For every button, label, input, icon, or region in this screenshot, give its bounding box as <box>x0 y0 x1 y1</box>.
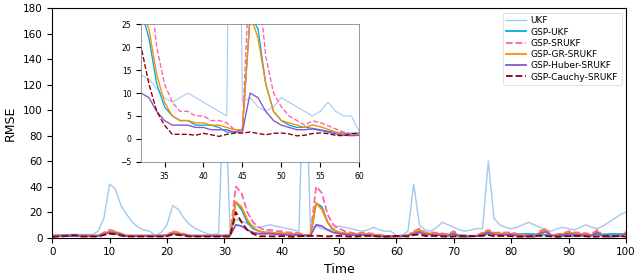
GSP-GR-SRUKF <box>192 234 200 237</box>
GSP-SRUKF <box>398 234 406 237</box>
GSP-UKF <box>398 234 406 237</box>
GSP-Huber-SRUKF <box>192 234 200 238</box>
UKF <box>152 234 159 237</box>
GSP-Huber-SRUKF <box>404 234 412 237</box>
Line: GSP-Huber-SRUKF: GSP-Huber-SRUKF <box>52 225 626 237</box>
GSP-UKF <box>622 233 630 236</box>
GSP-GR-SRUKF <box>622 231 630 234</box>
Line: GSP-SRUKF: GSP-SRUKF <box>52 186 626 236</box>
UKF <box>324 228 332 232</box>
GSP-UKF <box>49 235 56 238</box>
GSP-GR-SRUKF <box>605 235 612 238</box>
GSP-SRUKF <box>192 234 200 237</box>
GSP-SRUKF <box>49 234 56 237</box>
GSP-SRUKF <box>88 234 96 237</box>
GSP-UKF <box>192 234 200 237</box>
GSP-SRUKF <box>622 230 630 233</box>
GSP-Huber-SRUKF <box>461 235 469 238</box>
GSP-Huber-SRUKF <box>490 233 498 236</box>
Y-axis label: RMSE: RMSE <box>4 105 17 141</box>
GSP-GR-SRUKF <box>484 230 492 233</box>
GSP-Cauchy-SRUKF <box>192 235 200 238</box>
UKF <box>622 210 630 214</box>
UKF <box>404 230 412 233</box>
GSP-SRUKF <box>232 185 239 188</box>
GSP-Huber-SRUKF <box>232 223 239 227</box>
GSP-SRUKF <box>461 235 469 238</box>
Legend: UKF, GSP-UKF, GSP-SRUKF, GSP-GR-SRUKF, GSP-Huber-SRUKF, GSP-Cauchy-SRUKF: UKF, GSP-UKF, GSP-SRUKF, GSP-GR-SRUKF, G… <box>502 13 621 85</box>
GSP-SRUKF <box>318 191 326 195</box>
Line: GSP-Cauchy-SRUKF: GSP-Cauchy-SRUKF <box>52 212 626 237</box>
UKF <box>461 230 469 233</box>
GSP-GR-SRUKF <box>88 234 96 237</box>
GSP-GR-SRUKF <box>398 234 406 238</box>
GSP-Cauchy-SRUKF <box>456 234 463 238</box>
GSP-UKF <box>232 200 239 204</box>
Line: GSP-GR-SRUKF: GSP-GR-SRUKF <box>52 202 626 237</box>
GSP-Cauchy-SRUKF <box>232 210 239 214</box>
GSP-Huber-SRUKF <box>622 232 630 235</box>
GSP-Cauchy-SRUKF <box>484 233 492 237</box>
UKF <box>301 25 308 29</box>
GSP-GR-SRUKF <box>456 235 463 238</box>
GSP-Cauchy-SRUKF <box>318 234 326 238</box>
UKF <box>49 233 56 237</box>
GSP-Huber-SRUKF <box>318 224 326 228</box>
GSP-SRUKF <box>490 231 498 235</box>
GSP-GR-SRUKF <box>232 200 239 204</box>
UKF <box>88 233 96 236</box>
GSP-UKF <box>318 205 326 209</box>
GSP-UKF <box>456 234 463 237</box>
GSP-GR-SRUKF <box>49 234 56 237</box>
X-axis label: Time: Time <box>324 263 355 276</box>
Line: GSP-UKF: GSP-UKF <box>52 202 626 236</box>
GSP-UKF <box>88 234 96 237</box>
GSP-Cauchy-SRUKF <box>622 235 630 238</box>
UKF <box>198 230 205 233</box>
GSP-Cauchy-SRUKF <box>88 235 96 238</box>
GSP-SRUKF <box>456 234 463 238</box>
UKF <box>490 217 498 220</box>
GSP-Cauchy-SRUKF <box>49 235 56 239</box>
Line: UKF: UKF <box>52 27 626 235</box>
GSP-Huber-SRUKF <box>387 235 395 238</box>
GSP-Huber-SRUKF <box>88 234 96 238</box>
GSP-Huber-SRUKF <box>49 234 56 238</box>
GSP-UKF <box>484 232 492 235</box>
GSP-GR-SRUKF <box>318 208 326 211</box>
GSP-Cauchy-SRUKF <box>398 234 406 238</box>
